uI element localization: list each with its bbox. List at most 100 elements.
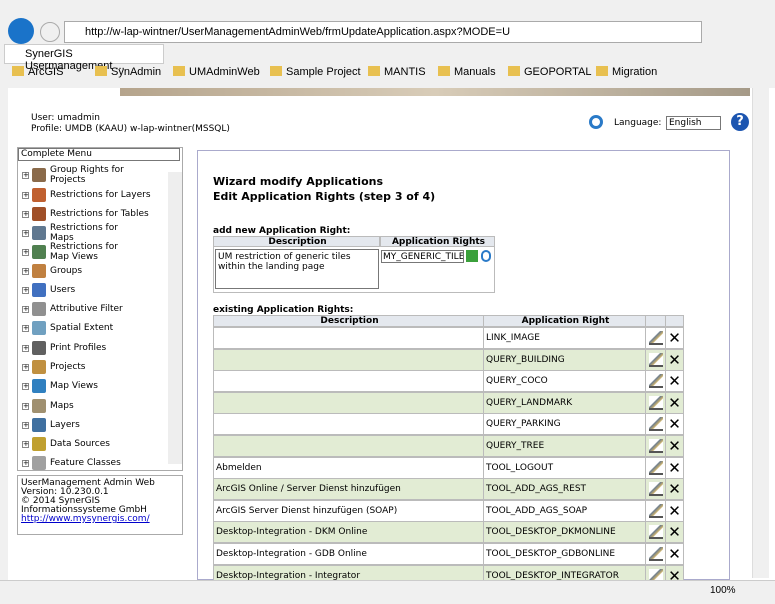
delete-button[interactable]: ✕ [665,543,684,565]
delete-button[interactable]: ✕ [665,456,684,479]
delete-button[interactable]: ✕ [665,348,684,371]
expand-toggle[interactable]: + [22,285,29,294]
edit-icon[interactable] [649,482,663,497]
menu-label[interactable]: Map Views [50,381,98,391]
menu-item[interactable]: + Restrictions for Layers [22,187,162,203]
favorite-link[interactable]: UMAdminWeb [173,66,260,78]
expand-toggle[interactable]: + [22,228,29,237]
description-textarea[interactable]: UM restriction of generic tiles within t… [215,249,379,289]
menu-select[interactable]: Complete Menu [18,148,180,161]
menu-item[interactable]: + Maps [22,398,162,414]
delete-icon[interactable]: ✕ [668,329,681,347]
edit-button[interactable] [645,348,666,371]
menu-label[interactable]: Data Sources [50,439,110,449]
edit-button[interactable] [645,499,666,522]
menu-item[interactable]: + Attributive Filter [22,301,162,317]
scrollbar[interactable] [752,88,769,578]
menu-item[interactable]: + Print Profiles [22,340,162,356]
sidebar-scrollbar[interactable] [168,172,182,464]
edit-button[interactable] [645,543,666,565]
edit-icon[interactable] [649,417,663,432]
menu-label[interactable]: Layers [50,420,80,430]
menu-label[interactable]: Spatial Extent [50,323,114,333]
add-button[interactable] [466,250,478,262]
forward-button[interactable] [40,22,60,42]
favorite-link[interactable]: SynAdmin [95,66,161,78]
undo-button[interactable] [481,250,491,262]
edit-button[interactable] [645,456,666,479]
edit-button[interactable] [645,370,666,393]
menu-label[interactable]: Restrictions for Layers [50,190,151,200]
delete-button[interactable]: ✕ [665,413,684,436]
delete-icon[interactable]: ✕ [668,458,681,477]
expand-toggle[interactable]: + [22,381,29,390]
back-button[interactable] [8,18,34,44]
edit-icon[interactable] [649,374,663,389]
expand-toggle[interactable]: + [22,190,29,199]
menu-item[interactable]: + Restrictions for Map Views [22,242,162,262]
menu-item[interactable]: + Layers [22,417,162,433]
menu-label[interactable]: Users [50,285,76,295]
delete-icon[interactable]: ✕ [668,372,681,391]
expand-toggle[interactable]: + [22,304,29,313]
menu-label[interactable]: Projects [50,362,86,372]
tab[interactable]: SynerGIS Usermanagement ... [4,44,164,72]
expand-toggle[interactable]: + [22,209,29,218]
menu-label[interactable]: Groups [50,266,83,276]
language-select[interactable]: English [666,116,721,130]
menu-item[interactable]: + Feature Classes [22,455,162,471]
menu-label[interactable]: Attributive Filter [50,304,123,314]
favorite-link[interactable]: MANTIS [368,66,426,78]
expand-toggle[interactable]: + [22,343,29,352]
expand-toggle[interactable]: + [22,170,29,179]
edit-icon[interactable] [649,503,663,518]
edit-icon[interactable] [649,439,663,453]
delete-icon[interactable]: ✕ [668,393,681,412]
delete-button[interactable]: ✕ [665,327,684,349]
delete-icon[interactable]: ✕ [668,545,681,563]
edit-button[interactable] [645,435,666,457]
favorite-link[interactable]: Manuals [438,66,496,78]
menu-label[interactable]: Restrictions for Tables [50,209,149,219]
favorite-link[interactable]: Migration [596,66,657,78]
menu-item[interactable]: + Projects [22,359,162,375]
menu-label[interactable]: Print Profiles [50,343,107,353]
delete-button[interactable]: ✕ [665,499,684,522]
footer-line[interactable]: http://www.mysynergis.com/ [21,514,150,524]
expand-toggle[interactable]: + [22,439,29,448]
edit-icon[interactable] [649,331,663,345]
edit-button[interactable] [645,521,666,544]
favorite-link[interactable]: ArcGIS [12,66,63,78]
delete-icon[interactable]: ✕ [668,501,681,520]
expand-toggle[interactable]: + [22,362,29,371]
delete-button[interactable]: ✕ [665,478,684,501]
expand-toggle[interactable]: + [22,401,29,410]
menu-item[interactable]: + Data Sources [22,436,162,452]
menu-item[interactable]: + Spatial Extent [22,320,162,336]
menu-item[interactable]: + Users [22,282,162,298]
delete-icon[interactable]: ✕ [668,437,681,455]
right-input[interactable]: MY_GENERIC_TILE [381,250,464,263]
edit-button[interactable] [645,413,666,436]
delete-button[interactable]: ✕ [665,391,684,414]
edit-button[interactable] [645,391,666,414]
edit-icon[interactable] [649,547,663,561]
menu-item[interactable]: + Group Rights for Projects [22,165,162,185]
expand-toggle[interactable]: + [22,458,29,467]
address-bar[interactable]: http://w-lap-wintner/UserManagementAdmin… [64,21,702,43]
menu-item[interactable]: + Groups [22,263,162,279]
delete-icon[interactable]: ✕ [668,523,681,542]
help-icon[interactable]: ? [731,113,749,131]
favorite-link[interactable]: Sample Project [270,66,361,78]
expand-toggle[interactable]: + [22,266,29,275]
edit-icon[interactable] [649,395,663,410]
menu-item[interactable]: + Restrictions for Maps [22,223,162,243]
refresh-icon[interactable] [589,115,603,129]
expand-toggle[interactable]: + [22,420,29,429]
delete-button[interactable]: ✕ [665,521,684,544]
edit-icon[interactable] [649,460,663,475]
expand-toggle[interactable]: + [22,323,29,332]
delete-icon[interactable]: ✕ [668,480,681,499]
zoom[interactable]: 100% [710,585,736,596]
favorite-link[interactable]: GEOPORTAL [508,66,591,78]
